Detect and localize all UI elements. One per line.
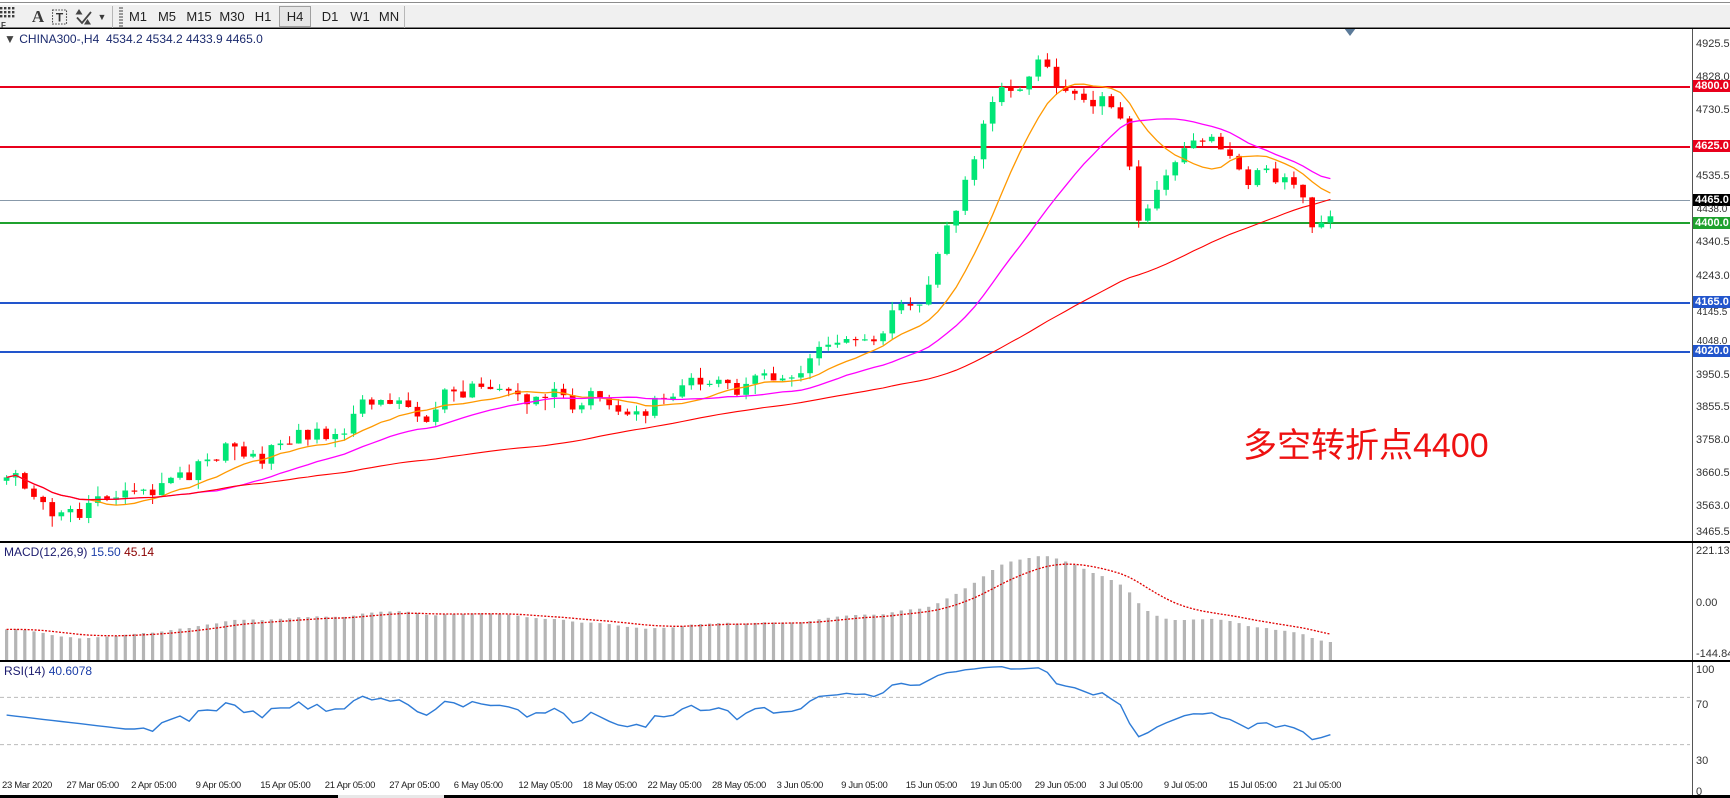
svg-text:T: T <box>56 11 64 25</box>
